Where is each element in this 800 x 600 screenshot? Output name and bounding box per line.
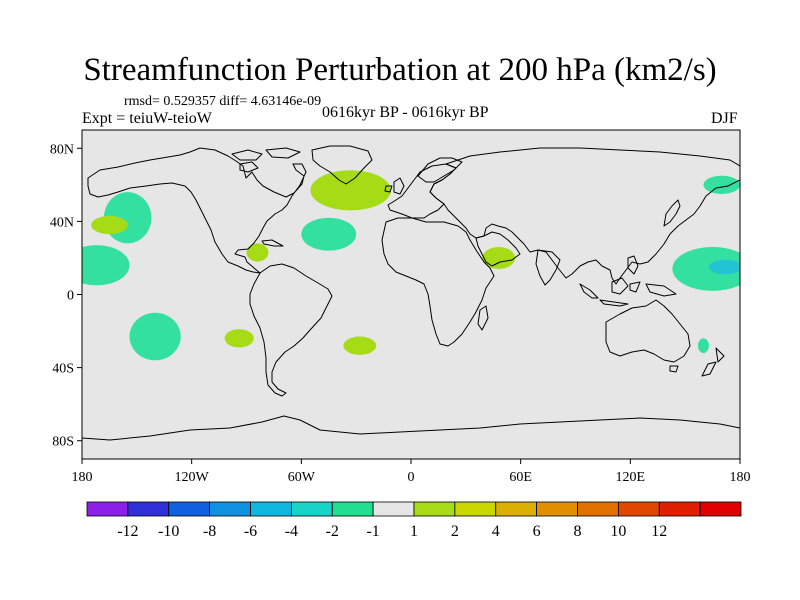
colorbar-label: -6 <box>244 523 257 540</box>
colorbar-label: -8 <box>203 523 216 540</box>
colorbar-label: -2 <box>326 523 339 540</box>
colorbar-label: -12 <box>117 523 138 540</box>
colorbar-swatch <box>413 501 456 517</box>
colorbar-swatch <box>658 501 701 517</box>
colorbar-swatch <box>617 501 660 517</box>
lon-tick-label: 60E <box>509 470 532 485</box>
colorbar-label: 10 <box>610 523 626 540</box>
anomaly-north-pacific-east-asia <box>703 175 740 194</box>
map-title: Streamfunction Perturbation at 200 hPa (… <box>83 52 717 88</box>
anomaly-contours <box>82 170 740 361</box>
colorbar-swatch <box>454 501 497 517</box>
anomaly-atlantic-subtropic <box>301 217 357 251</box>
colorbar-label: -1 <box>366 523 379 540</box>
colorbar-label: 1 <box>410 523 418 540</box>
lon-tick-label: 120E <box>616 470 646 485</box>
anomaly-south-pacific <box>129 312 181 361</box>
colorbar-label: 12 <box>651 523 667 540</box>
stats-subtitle: rmsd= 0.529357 diff= 4.63146e-09 <box>124 94 322 109</box>
coast-japan <box>663 199 681 227</box>
colorbar-swatch <box>577 501 619 517</box>
lat-tick-label: 80N <box>50 142 74 157</box>
colorbar-swatch <box>372 501 415 517</box>
colorbar-label: 6 <box>533 523 541 540</box>
coast-new-zealand <box>701 347 725 377</box>
lat-tick-label: 40S <box>52 362 74 377</box>
map-background <box>82 130 740 459</box>
colorbar-swatch <box>168 501 211 517</box>
colorbar-swatch <box>127 501 170 517</box>
coast-australia <box>605 299 691 363</box>
experiment-label: Expt = teiuW-teioW <box>82 110 212 127</box>
coast-arabia <box>475 231 521 267</box>
lat-tick-label: 40N <box>50 215 74 230</box>
coast-scandinavia <box>417 157 463 183</box>
coast-british-isles <box>384 177 405 195</box>
coastlines <box>82 145 740 441</box>
coast-antarctica <box>82 415 740 441</box>
lon-tick-label: 180 <box>72 470 93 485</box>
coast-india <box>535 249 561 286</box>
coast-south-america <box>249 263 333 397</box>
season-label: DJF <box>711 110 738 127</box>
anomaly-south-atlantic <box>343 336 377 355</box>
lon-axis: 180 120W 60W 0 60E 120E 180 <box>72 459 751 485</box>
anomaly-north-pacific-small <box>91 215 128 235</box>
period-label: 0616kyr BP - 0616kyr BP <box>322 104 489 121</box>
lat-tick-label: 80S <box>52 435 74 450</box>
colorbar-label: 2 <box>451 523 459 540</box>
coast-africa <box>381 217 495 347</box>
anomaly-north-atlantic <box>310 170 391 211</box>
coast-asia <box>429 147 740 285</box>
anomaly-west-pacific-tropics <box>672 246 740 291</box>
colorbar-label: 4 <box>492 523 500 540</box>
colorbar-swatch <box>209 501 251 517</box>
anomaly-west-pacific-core <box>708 259 740 275</box>
lon-tick-label: 180 <box>730 470 751 485</box>
coast-madagascar <box>477 305 489 331</box>
colorbar-swatch <box>699 501 742 517</box>
coast-indonesia <box>579 277 677 307</box>
colorbar-label: 8 <box>574 523 582 540</box>
lon-tick-label: 0 <box>408 470 415 485</box>
coast-cuba <box>261 239 284 247</box>
lat-tick-label: 0 <box>67 289 74 304</box>
coast-philippines <box>627 255 639 275</box>
colorbar-swatch <box>536 501 578 517</box>
lon-tick-label: 60W <box>288 470 316 485</box>
coast-arctic-islands <box>231 147 301 173</box>
colorbar-label: -4 <box>285 523 298 540</box>
anomaly-east-pacific <box>82 245 130 286</box>
colorbar-swatch <box>290 501 333 517</box>
anomaly-south-america-west <box>224 329 254 348</box>
coast-north-america <box>87 147 307 274</box>
coast-tasmania <box>669 365 679 373</box>
anomaly-coral-sea <box>697 338 709 353</box>
anomaly-arabia <box>482 246 516 269</box>
colorbar-label: -10 <box>158 523 179 540</box>
coast-greenland <box>311 145 373 185</box>
lat-axis: 80N 40N 0 40S 80S <box>50 142 82 450</box>
colorbar-swatch <box>331 501 374 517</box>
colorbar-swatch <box>495 501 538 517</box>
colorbar-swatch <box>86 501 129 517</box>
anomaly-caribbean <box>246 243 269 262</box>
colorbar-swatch <box>250 501 292 517</box>
lon-tick-label: 120W <box>175 470 210 485</box>
colorbar: -12 -10 -8 -6 -4 -2 -1 1 2 4 6 8 10 12 <box>86 501 742 540</box>
